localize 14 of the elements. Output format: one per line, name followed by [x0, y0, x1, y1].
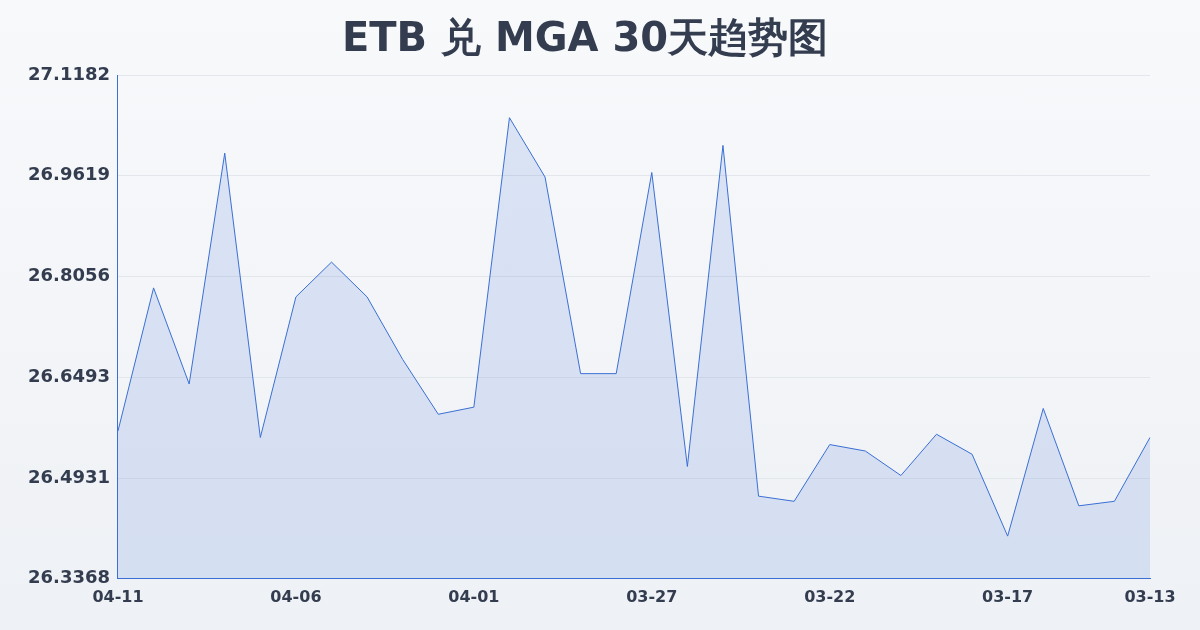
x-tick-label: 04-06 [270, 586, 322, 606]
y-tick-label: 27.1182 [28, 62, 110, 84]
x-tick-label: 03-13 [1124, 586, 1176, 606]
x-tick-label: 03-17 [982, 586, 1034, 606]
x-tick-label: 03-22 [804, 586, 856, 606]
x-tick-label: 04-01 [448, 586, 500, 606]
y-tick-label: 26.3368 [28, 566, 110, 588]
y-tick-label: 26.9619 [28, 163, 110, 185]
y-tick-label: 26.4931 [28, 465, 110, 487]
x-tick-label: 04-11 [92, 586, 144, 606]
y-tick-label: 26.6493 [28, 364, 110, 386]
chart-title: ETB 兑 MGA 30天趋势图 [341, 14, 829, 61]
x-tick-label: 03-27 [626, 586, 678, 606]
y-tick-label: 26.8056 [28, 264, 110, 286]
